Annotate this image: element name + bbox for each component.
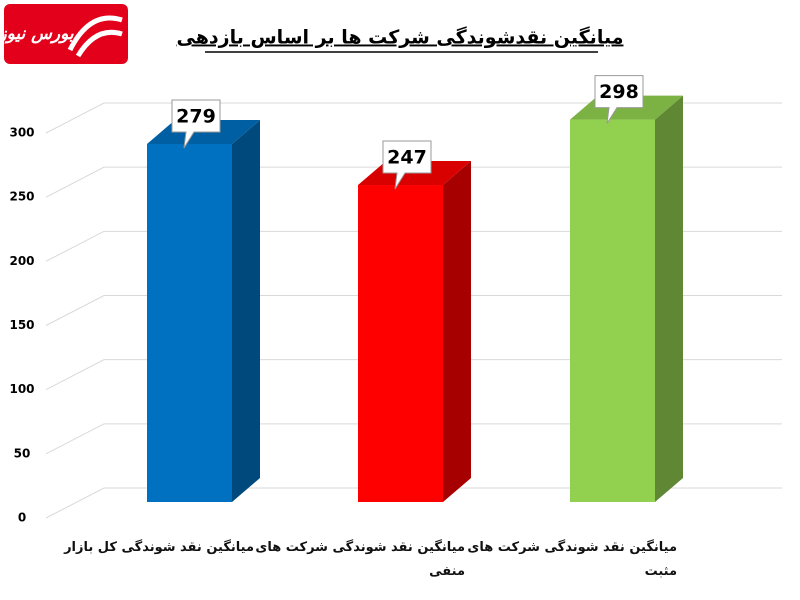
bar bbox=[358, 185, 443, 502]
x-tick-label: میانگین نقد شوندگی شرکت های مثبت bbox=[467, 540, 677, 579]
logo-text: بورس نیوز bbox=[0, 24, 74, 44]
value-label: 279 bbox=[176, 105, 216, 127]
callout-box bbox=[594, 75, 644, 124]
value-label: 247 bbox=[387, 147, 427, 169]
grid-line bbox=[45, 487, 782, 519]
logo-swoosh bbox=[67, 15, 123, 58]
callout-box bbox=[171, 99, 221, 149]
grid-line bbox=[45, 102, 782, 134]
logo: بورس نیوز bbox=[0, 4, 128, 64]
bar bbox=[147, 143, 232, 502]
bar-side bbox=[232, 119, 260, 502]
x-tick-label: میانگین نقد شوندگی شرکت های منفی bbox=[255, 540, 465, 579]
y-tick-label: 0 bbox=[18, 511, 26, 525]
grid-line bbox=[45, 359, 782, 391]
grid-line bbox=[45, 166, 782, 198]
callout-box bbox=[382, 140, 432, 190]
bar-side bbox=[655, 95, 683, 503]
bar-side bbox=[443, 161, 471, 502]
x-tick-label: میانگین نقد شوندگی کل بازار bbox=[64, 540, 254, 555]
y-tick-label: 300 bbox=[9, 126, 34, 140]
grid-line bbox=[45, 423, 782, 455]
y-tick-label: 50 bbox=[14, 446, 31, 460]
y-tick-label: 250 bbox=[9, 190, 34, 204]
value-label: 298 bbox=[599, 81, 639, 103]
grid-line bbox=[45, 230, 782, 262]
chart-title: میانگین نقدشوندگی شرکت ها بر اساس بازدهی bbox=[177, 26, 624, 49]
y-tick-label: 100 bbox=[9, 382, 34, 396]
y-tick-label: 150 bbox=[9, 318, 34, 332]
bar bbox=[570, 119, 655, 503]
grid-line bbox=[45, 295, 782, 326]
y-tick-label: 200 bbox=[9, 254, 34, 268]
